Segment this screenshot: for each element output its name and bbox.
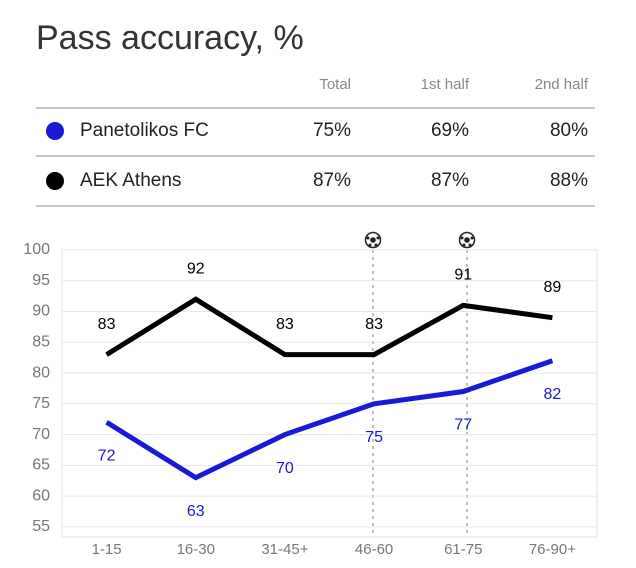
column-header: 2nd half <box>535 76 589 93</box>
table-cell: 87% <box>431 170 469 191</box>
data-label: 83 <box>98 316 116 333</box>
table-cell: 75% <box>313 120 351 141</box>
series-line <box>105 358 554 481</box>
x-tick-label: 1-15 <box>92 541 122 558</box>
data-label: 70 <box>276 460 294 477</box>
data-label: 83 <box>365 316 383 333</box>
y-tick-label: 75 <box>32 395 50 412</box>
y-tick-label: 85 <box>32 334 50 351</box>
data-label: 75 <box>365 429 383 446</box>
x-tick-label: 16-30 <box>177 541 215 558</box>
series-line <box>105 296 553 358</box>
table-cell: 69% <box>431 120 469 141</box>
ball-icon <box>364 231 382 249</box>
plot-frame <box>61 249 598 538</box>
ball-icon <box>458 231 476 249</box>
data-label: 82 <box>544 386 562 403</box>
y-tick-label: 70 <box>32 426 50 443</box>
y-tick-label: 95 <box>32 272 50 289</box>
y-tick-label: 90 <box>32 303 50 320</box>
y-tick-label: 80 <box>32 364 50 381</box>
x-tick-label: 31-45+ <box>261 541 308 558</box>
legend-dot <box>46 172 64 190</box>
y-tick-label: 100 <box>23 241 50 258</box>
data-label: 92 <box>187 260 205 277</box>
x-tick-label: 61-75 <box>444 541 482 558</box>
data-label: 63 <box>187 503 205 520</box>
title: Pass accuracy, % <box>36 19 304 57</box>
data-label: 77 <box>454 417 472 434</box>
table-cell: 87% <box>313 170 351 191</box>
data-label: 83 <box>276 316 294 333</box>
column-header: 1st half <box>421 76 470 93</box>
y-tick-label: 60 <box>32 487 50 504</box>
x-tick-label: 76-90+ <box>529 541 576 558</box>
y-tick-label: 55 <box>32 518 50 535</box>
team-name: Panetolikos FC <box>80 120 209 141</box>
table-cell: 80% <box>550 120 588 141</box>
team-name: AEK Athens <box>80 170 181 191</box>
goal-markers <box>364 231 476 537</box>
data-label: 89 <box>544 279 562 296</box>
legend-dot <box>46 122 64 140</box>
table-cell: 88% <box>550 170 588 191</box>
data-label: 91 <box>454 267 472 284</box>
x-tick-label: 46-60 <box>355 541 393 558</box>
y-tick-label: 65 <box>32 457 50 474</box>
column-header: Total <box>319 76 351 93</box>
data-label: 72 <box>98 447 116 464</box>
